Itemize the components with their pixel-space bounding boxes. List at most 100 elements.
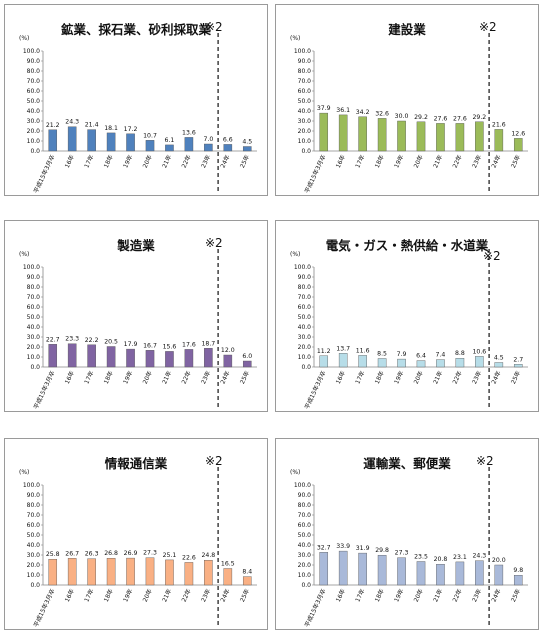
- y-tick-label: 40.0: [27, 542, 41, 549]
- bar: [455, 123, 465, 152]
- x-tick-label: 17年: [82, 587, 95, 603]
- data-label: 8.4: [242, 569, 252, 576]
- chart-svg: 0.0 10.0 20.0 30.0 40.0 50.0 60.0 70.0 80.0 90.0 1…: [23, 33, 257, 194]
- y-tick-label: 20.0: [298, 562, 312, 569]
- data-label: 21.2: [46, 122, 60, 129]
- bar: [223, 144, 233, 152]
- x-tick-label: 24年: [490, 153, 503, 169]
- data-label: 23.1: [453, 554, 467, 561]
- data-label: 6.4: [416, 353, 426, 360]
- bar: [145, 350, 155, 368]
- bar: [319, 552, 329, 586]
- note-marker: ※2: [476, 454, 494, 468]
- y-tick-label: 0.0: [30, 148, 40, 155]
- x-tick-label: 21年: [431, 369, 444, 385]
- x-tick-label: 19年: [392, 587, 405, 603]
- x-tick-label: 22年: [180, 587, 193, 603]
- y-tick-label: 10.0: [27, 138, 41, 145]
- bar: [475, 356, 484, 368]
- x-tick-label: 19年: [121, 587, 134, 603]
- bar: [319, 112, 329, 152]
- x-tick-label: 21年: [431, 153, 444, 169]
- data-label: 15.6: [163, 343, 177, 350]
- x-tick-label: 24年: [490, 587, 503, 603]
- y-tick-label: 50.0: [27, 314, 41, 321]
- y-tick-label: 80.0: [27, 284, 41, 291]
- x-tick-label: 23年: [199, 587, 212, 603]
- x-tick-label: 16年: [334, 587, 347, 603]
- y-axis-unit: (%): [290, 251, 301, 258]
- bar: [48, 344, 58, 368]
- bar: [513, 138, 523, 152]
- y-tick-label: 60.0: [27, 88, 41, 95]
- y-tick-label: 40.0: [298, 542, 312, 549]
- data-label: 4.5: [242, 139, 252, 146]
- chart-panel-utilities: 電気・ガス・熱供給・水道業 (%) ※2 0.0 10.0 20.0 30.0 40.0…: [275, 220, 539, 412]
- bar: [223, 568, 233, 586]
- data-label: 12.6: [511, 130, 525, 137]
- bar: [494, 564, 504, 586]
- x-tick-label: 25年: [238, 369, 251, 385]
- x-tick-label: 17年: [82, 153, 95, 169]
- bar: [126, 133, 135, 152]
- bar: [67, 343, 77, 368]
- x-tick-label: 20年: [412, 153, 425, 169]
- y-tick-label: 50.0: [298, 314, 312, 321]
- bar: [126, 348, 135, 368]
- data-label: 33.9: [336, 543, 350, 550]
- bar: [338, 550, 348, 586]
- data-label: 6.0: [242, 353, 252, 360]
- bar: [397, 358, 406, 368]
- data-label: 21.4: [85, 122, 99, 129]
- x-tick-label: 20年: [141, 153, 154, 169]
- x-tick-label: 25年: [509, 369, 522, 385]
- data-label: 7.0: [203, 136, 213, 143]
- y-tick-label: 10.0: [298, 138, 312, 145]
- data-label: 8.8: [455, 350, 465, 357]
- chart-svg: 0.0 10.0 20.0 30.0 40.0 50.0 60.0 70.0 80.0 90.0 1…: [23, 467, 257, 628]
- bar: [106, 346, 116, 368]
- x-tick-label: 平成15年3月卒: [32, 587, 57, 628]
- data-label: 22.7: [46, 336, 60, 343]
- y-tick-label: 60.0: [27, 304, 41, 311]
- data-label: 23.5: [414, 554, 428, 561]
- x-tick-label: 16年: [334, 369, 347, 385]
- bar: [338, 353, 348, 368]
- x-tick-label: 22年: [451, 587, 464, 603]
- y-tick-label: 0.0: [301, 582, 311, 589]
- chart-title: 製造業: [117, 238, 155, 253]
- x-tick-label: 平成15年3月卒: [303, 369, 328, 410]
- data-label: 6.6: [223, 136, 233, 143]
- x-tick-label: 17年: [353, 369, 366, 385]
- bar: [397, 557, 406, 586]
- data-label: 20.5: [104, 339, 118, 346]
- x-tick-label: 16年: [63, 153, 76, 169]
- y-tick-label: 30.0: [298, 552, 312, 559]
- bar: [338, 114, 348, 152]
- y-tick-label: 40.0: [27, 324, 41, 331]
- data-label: 10.6: [472, 348, 486, 355]
- data-label: 2.7: [513, 356, 523, 363]
- bar: [513, 574, 523, 586]
- data-label: 9.8: [513, 567, 523, 574]
- y-tick-label: 30.0: [298, 334, 312, 341]
- x-tick-label: 25年: [509, 587, 522, 603]
- data-label: 23.3: [65, 336, 79, 343]
- bar: [48, 129, 58, 152]
- data-label: 29.2: [414, 114, 428, 121]
- bar: [416, 121, 426, 152]
- x-tick-label: 24年: [219, 587, 232, 603]
- bar: [436, 563, 445, 586]
- y-axis-unit: (%): [290, 469, 301, 476]
- chart-svg: 0.0 10.0 20.0 30.0 40.0 50.0 60.0 70.0 80.0 90.0 1…: [294, 467, 528, 628]
- bar: [358, 552, 367, 586]
- chart-title: 電気・ガス・熱供給・水道業: [325, 238, 489, 253]
- chart-title: 情報通信業: [104, 456, 168, 471]
- x-tick-label: 平成15年3月卒: [32, 369, 57, 410]
- x-tick-label: 平成15年3月卒: [303, 153, 328, 194]
- y-tick-label: 70.0: [27, 512, 41, 519]
- data-label: 8.5: [377, 351, 387, 358]
- y-tick-label: 80.0: [27, 502, 41, 509]
- x-tick-label: 20年: [141, 587, 154, 603]
- y-tick-label: 30.0: [27, 334, 41, 341]
